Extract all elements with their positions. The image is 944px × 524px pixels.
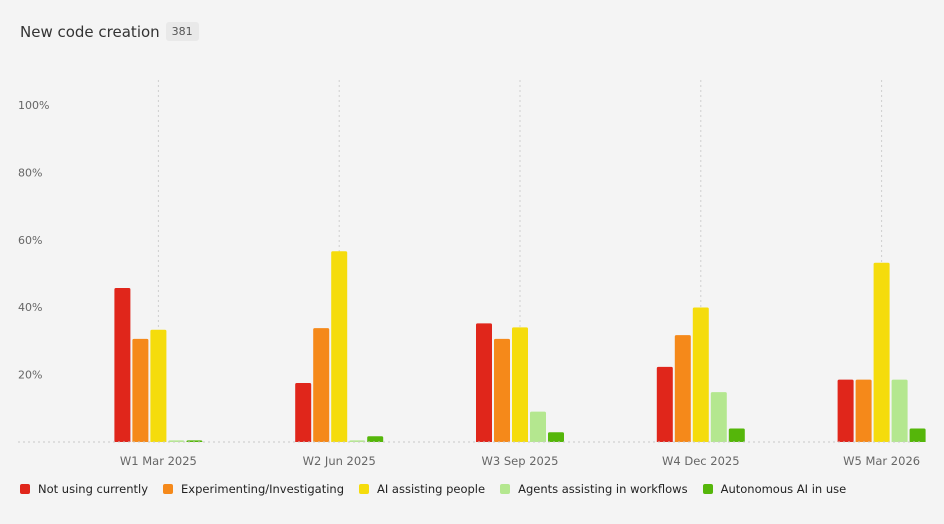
bar bbox=[313, 328, 330, 442]
bar-chart: 100% 80% 60% 40% 20% W1 Mar 2025 W2 Jun 2025 W3… bbox=[18, 80, 926, 468]
legend-label: Autonomous AI in use bbox=[720, 482, 847, 496]
legend-swatch bbox=[359, 484, 370, 494]
bar bbox=[837, 379, 854, 442]
legend-item[interactable]: Not using currently bbox=[20, 482, 148, 496]
y-tick-label: 80% bbox=[18, 166, 42, 179]
bar bbox=[331, 251, 348, 442]
legend-label: Experimenting/Investigating bbox=[181, 482, 345, 496]
legend-swatch bbox=[20, 484, 30, 494]
y-tick-label: 60% bbox=[18, 234, 42, 247]
legend-item[interactable]: AI assisting people bbox=[359, 482, 485, 496]
bar bbox=[476, 323, 492, 442]
x-tick-label: W1 Mar 2025 bbox=[120, 454, 197, 468]
x-tick-label: W5 Mar 2026 bbox=[843, 454, 920, 468]
y-tick-label: 40% bbox=[18, 301, 42, 314]
legend-label: Agents assisting in workflows bbox=[518, 482, 688, 496]
response-count-badge: 381 bbox=[165, 22, 199, 41]
bar bbox=[656, 366, 673, 442]
legend-swatch bbox=[702, 484, 713, 494]
bar bbox=[873, 262, 890, 442]
legend-item[interactable]: Agents assisting in workflows bbox=[500, 482, 688, 496]
chart-legend: Not using currently Experimenting/Investi… bbox=[20, 482, 861, 496]
legend-swatch bbox=[163, 484, 174, 494]
legend-item[interactable]: Autonomous AI in use bbox=[702, 482, 847, 496]
bar bbox=[150, 329, 167, 442]
bar bbox=[295, 383, 312, 442]
legend-item[interactable]: Experimenting/Investigating bbox=[163, 482, 344, 496]
legend-swatch bbox=[500, 484, 511, 494]
bar bbox=[530, 411, 546, 442]
bar bbox=[349, 440, 366, 442]
bar bbox=[674, 335, 691, 442]
bar bbox=[114, 287, 131, 442]
x-tick-label: W4 Dec 2025 bbox=[662, 454, 740, 468]
bar bbox=[710, 392, 727, 442]
bar bbox=[132, 338, 149, 442]
bar bbox=[168, 440, 185, 442]
x-tick-label: W3 Sep 2025 bbox=[482, 454, 559, 468]
chart-header: New code creation 381 bbox=[20, 22, 199, 41]
legend-label: Not using currently bbox=[38, 482, 149, 496]
x-tick-label: W2 Jun 2025 bbox=[303, 454, 376, 468]
bar bbox=[728, 428, 745, 442]
bar bbox=[891, 379, 908, 442]
bar bbox=[367, 436, 384, 442]
bar bbox=[855, 379, 872, 442]
bar bbox=[512, 327, 528, 442]
legend-label: AI assisting people bbox=[377, 482, 486, 496]
chart-title: New code creation bbox=[20, 22, 160, 41]
y-tick-label: 20% bbox=[18, 369, 42, 382]
bar bbox=[494, 338, 510, 442]
bar bbox=[548, 432, 564, 442]
y-tick-label: 100% bbox=[18, 99, 49, 112]
bar bbox=[909, 428, 926, 442]
bar bbox=[692, 307, 709, 442]
